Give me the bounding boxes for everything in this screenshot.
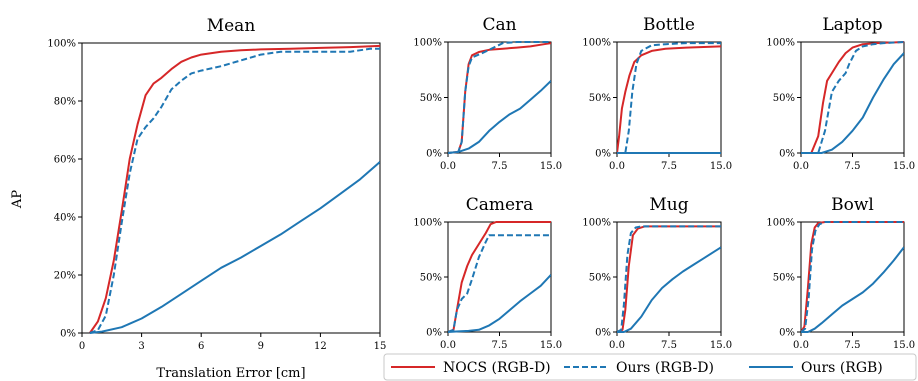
y-tick-label: 100% bbox=[766, 218, 795, 229]
x-tick-label: 7.5 bbox=[845, 340, 861, 351]
panel-mean: Mean 0 3 6 9 12 15 0% 20% 40% 60% 80% 100% Translatio… bbox=[47, 16, 386, 381]
series-line-nocs-rgb-d bbox=[617, 45, 721, 154]
x-axis-label: Translation Error [cm] bbox=[156, 366, 305, 381]
y-tick-label: 100% bbox=[582, 218, 611, 229]
panel-bottle: Bottle 0.0 7.5 15.0 0% 50% 100% bbox=[582, 15, 732, 172]
y-tick-label: 100% bbox=[413, 38, 442, 49]
panel-title: Camera bbox=[466, 195, 534, 215]
x-tick-label: 15.0 bbox=[893, 161, 915, 172]
x-tick-label: 7.5 bbox=[661, 161, 677, 172]
x-tick-label: 3 bbox=[138, 341, 144, 352]
y-tick-label: 80% bbox=[54, 97, 76, 108]
panel-can: Can 0.0 7.5 15.0 0% 50% 100% bbox=[413, 15, 562, 172]
series-line-ours-rgb-d bbox=[89, 47, 380, 334]
x-tick-label: 12 bbox=[314, 341, 327, 352]
series-line-nocs-rgb-d bbox=[617, 225, 721, 333]
y-tick-label: 50% bbox=[589, 93, 611, 104]
panel-title: Mean bbox=[207, 16, 256, 36]
panel-title: Bowl bbox=[831, 195, 874, 215]
legend-label: NOCS (RGB-D) bbox=[443, 360, 551, 376]
y-tick-label: 50% bbox=[773, 93, 795, 104]
series-line-ours-rgb-d bbox=[801, 221, 904, 333]
x-tick-label: 15.0 bbox=[893, 340, 915, 351]
y-tick-label: 0% bbox=[595, 149, 611, 160]
x-tick-label: 0.0 bbox=[793, 161, 809, 172]
series-line-ours-rgb-d bbox=[448, 234, 551, 333]
x-tick-label: 0 bbox=[79, 341, 85, 352]
panel-laptop: Laptop 0.0 7.5 15.0 0% 50% 100% bbox=[766, 15, 915, 172]
panel-title: Laptop bbox=[822, 15, 882, 35]
panel-bowl: Bowl 0.0 7.5 15.0 0% 50% 100% bbox=[766, 195, 915, 351]
y-tick-label: 50% bbox=[773, 273, 795, 284]
x-tick-label: 15.0 bbox=[710, 340, 732, 351]
series-line-ours-rgb-d bbox=[617, 42, 721, 154]
panel-title: Can bbox=[482, 15, 516, 35]
x-tick-label: 0.0 bbox=[440, 161, 456, 172]
y-tick-label: 100% bbox=[47, 39, 76, 50]
x-tick-label: 15 bbox=[374, 341, 387, 352]
series-line-nocs-rgb-d bbox=[448, 42, 551, 154]
legend-frame bbox=[383, 353, 917, 381]
x-tick-label: 15.0 bbox=[540, 340, 562, 351]
series-line-ours-rgb bbox=[89, 161, 380, 334]
y-tick-label: 20% bbox=[54, 271, 76, 282]
y-axis-label: AP bbox=[10, 190, 25, 209]
series-line-ours-rgb-d bbox=[801, 41, 904, 154]
y-tick-label: 50% bbox=[589, 273, 611, 284]
x-tick-label: 0.0 bbox=[609, 340, 625, 351]
legend: NOCS (RGB-D) Ours (RGB-D) Ours (RGB) bbox=[383, 353, 917, 381]
series-line-ours-rgb bbox=[448, 80, 551, 154]
series-line-nocs-rgb-d bbox=[448, 221, 551, 333]
panel-title: Bottle bbox=[643, 15, 695, 35]
y-tick-label: 0% bbox=[60, 329, 76, 340]
legend-label: Ours (RGB) bbox=[801, 360, 883, 376]
x-tick-label: 0.0 bbox=[793, 340, 809, 351]
x-tick-label: 7.5 bbox=[492, 340, 508, 351]
x-tick-label: 15.0 bbox=[710, 161, 732, 172]
y-tick-label: 50% bbox=[420, 273, 442, 284]
y-tick-label: 0% bbox=[779, 328, 795, 339]
x-tick-label: 6 bbox=[198, 341, 204, 352]
plot-frame bbox=[81, 42, 381, 334]
y-tick-label: 40% bbox=[54, 213, 76, 224]
x-tick-label: 0.0 bbox=[440, 340, 456, 351]
x-tick-label: 7.5 bbox=[845, 161, 861, 172]
plot-frame bbox=[800, 221, 905, 333]
y-tick-label: 0% bbox=[426, 149, 442, 160]
y-tick-label: 100% bbox=[413, 218, 442, 229]
plot-frame bbox=[447, 41, 552, 154]
x-tick-label: 15.0 bbox=[540, 161, 562, 172]
series-line-ours-rgb-d bbox=[448, 41, 551, 154]
panel-title: Mug bbox=[649, 195, 688, 215]
y-tick-label: 0% bbox=[426, 328, 442, 339]
series-line-nocs-rgb-d bbox=[89, 44, 380, 334]
y-tick-label: 100% bbox=[582, 38, 611, 49]
y-tick-label: 0% bbox=[779, 149, 795, 160]
x-tick-label: 7.5 bbox=[492, 161, 508, 172]
y-tick-label: 100% bbox=[766, 38, 795, 49]
series-line-ours-rgb bbox=[617, 246, 721, 333]
x-tick-label: 0.0 bbox=[609, 161, 625, 172]
series-line-nocs-rgb-d bbox=[801, 41, 904, 154]
series-line-ours-rgb bbox=[448, 274, 551, 333]
legend-label: Ours (RGB-D) bbox=[616, 360, 714, 376]
x-tick-label: 9 bbox=[258, 341, 264, 352]
series-line-ours-rgb bbox=[801, 246, 904, 333]
y-tick-label: 0% bbox=[595, 328, 611, 339]
panel-mug: Mug 0.0 7.5 15.0 0% 50% 100% bbox=[582, 195, 732, 351]
y-tick-label: 50% bbox=[420, 93, 442, 104]
x-tick-label: 7.5 bbox=[661, 340, 677, 351]
panel-camera: Camera 0.0 7.5 15.0 0% 50% 100% bbox=[413, 195, 562, 351]
series-line-nocs-rgb-d bbox=[801, 221, 904, 333]
y-tick-label: 60% bbox=[54, 155, 76, 166]
series-line-ours-rgb bbox=[801, 52, 904, 154]
